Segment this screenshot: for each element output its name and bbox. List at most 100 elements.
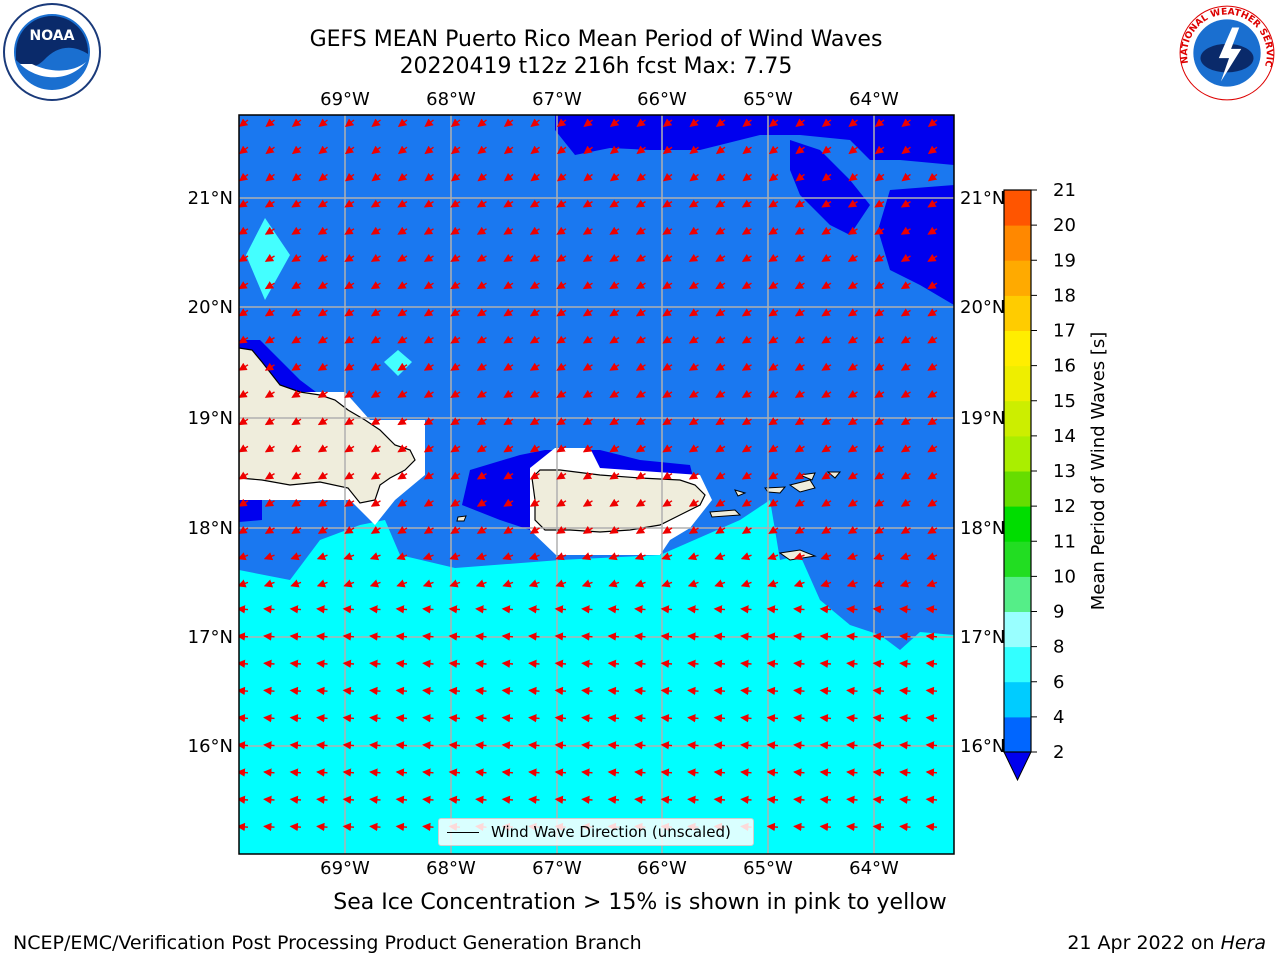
wind-wave-arrow [423,498,434,507]
wind-wave-arrow [264,308,275,317]
wind-wave-arrow [476,471,487,480]
wind-wave-arrow [371,172,381,182]
wind-wave-arrow [344,281,355,290]
wind-wave-arrow [767,552,779,561]
wind-wave-arrow [397,362,408,371]
wind-wave-arrow [291,199,302,208]
wind-wave-arrow [742,145,752,155]
wind-wave-arrow [397,118,408,127]
wind-wave-arrow [634,632,646,641]
footer-date-text: 21 Apr 2022 on [1067,932,1221,954]
lat-tick-label: 21°N [960,188,1005,209]
wind-wave-arrow [291,335,302,344]
wind-wave-arrow [899,822,911,832]
wind-wave-arrow [422,605,434,614]
wind-wave-arrow [476,362,487,371]
wind-wave-arrow [740,768,752,777]
wind-wave-arrow [821,335,832,344]
lon-tick-label: 64°W [849,858,899,879]
wind-wave-arrow [476,444,487,453]
colorbar-segment [1004,330,1031,367]
wind-wave-arrow [556,417,567,426]
wind-wave-arrow [660,741,673,750]
wind-wave-arrow [581,605,593,614]
wind-wave-arrow [370,471,381,480]
wind-wave-arrow [503,362,514,371]
wind-wave-arrow [529,389,540,398]
wind-wave-arrow [239,226,249,235]
wind-wave-arrow [793,686,805,696]
wind-wave-arrow [529,335,540,344]
lon-tick-label: 64°W [849,89,899,110]
wind-wave-arrow [344,389,355,398]
wind-wave-arrow [475,795,487,804]
wind-wave-arrow [554,659,567,668]
wind-wave-arrow [343,552,355,561]
wind-wave-arrow [554,768,567,777]
wind-wave-arrow [369,822,381,832]
wind-wave-arrow [370,389,381,398]
wind-wave-arrow [264,444,275,453]
wind-wave-arrow [768,362,779,371]
wind-wave-arrow [369,768,381,777]
wind-wave-arrow [766,795,779,804]
wind-wave-arrow [793,579,805,588]
wind-wave-arrow [395,605,408,614]
wind-wave-arrow [927,145,938,155]
wind-wave-arrow [370,525,381,534]
wind-wave-arrow [607,632,620,641]
wind-wave-arrow [713,632,726,641]
wind-wave-arrow [449,552,461,561]
wind-wave-arrow [793,795,805,804]
wind-wave-arrow [794,281,805,290]
wind-wave-arrow [927,281,938,290]
colorbar-segment [1004,190,1031,226]
wind-wave-arrow [634,659,646,668]
wind-wave-arrow [450,199,461,208]
wind-wave-arrow [872,741,885,750]
wind-wave-arrow [582,498,593,507]
wind-wave-arrow [503,199,514,208]
period-band-lt2-ne [555,115,954,165]
legend-line-icon [447,831,479,833]
wind-wave-arrow [740,605,752,614]
wind-wave-arrow [609,172,620,182]
wind-wave-arrow [688,281,699,290]
wind-wave-arrow [395,795,408,804]
wind-wave-arrow [925,768,938,777]
wind-wave-arrow [715,362,726,371]
wind-wave-arrow [766,605,779,614]
wind-wave-arrow [794,335,805,344]
wind-wave-arrow [740,659,752,668]
wind-wave-arrow [395,686,408,696]
wind-wave-arrow [239,362,249,371]
wind-wave-arrow [609,308,620,317]
wind-wave-arrow [395,659,408,668]
wind-wave-arrow [477,118,487,127]
wind-wave-arrow [688,471,699,480]
wind-wave-arrow [848,172,858,182]
wind-wave-arrow [342,686,355,696]
wind-wave-arrow [477,145,487,155]
wind-wave-arrow [872,713,885,723]
wind-wave-arrow [291,362,302,371]
wind-wave-arrow [874,335,885,344]
wind-wave-arrow [554,686,567,696]
wind-wave-arrow [424,145,434,155]
wind-wave-arrow [476,389,487,398]
wind-wave-arrow [239,498,249,507]
wind-wave-arrow [899,659,911,668]
wind-wave-arrow [448,632,461,641]
wind-wave-arrow [794,199,805,208]
wind-wave-arrow [900,525,911,534]
colorbar-segment [1004,576,1031,612]
wind-wave-arrow [528,686,540,696]
wind-wave-arrow [819,632,832,641]
wind-wave-arrow [503,118,514,127]
wind-wave-arrow [768,281,779,290]
wind-wave-arrow [846,605,858,614]
wind-wave-arrow [847,417,858,426]
wind-wave-arrow [821,172,832,182]
wind-wave-arrow [925,741,938,750]
wind-wave-arrow [927,498,938,507]
